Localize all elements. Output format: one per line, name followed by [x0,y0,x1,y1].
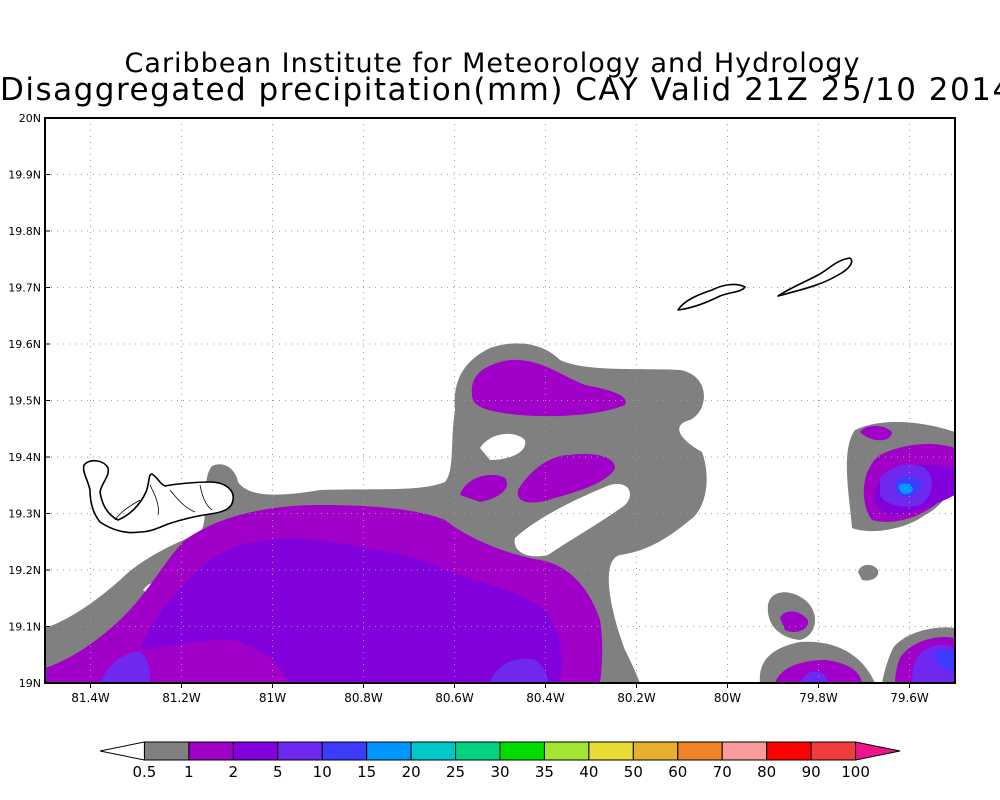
precip-purple-south-small [775,660,862,683]
precip-hole-2 [514,484,630,557]
chart-title-line-2: Disaggregated precipitation(mm) CAY Vali… [0,72,1000,108]
colorbar-label: 60 [668,763,687,781]
precip-purple-mid-2 [517,453,615,503]
x-tick-label: 81.4W [71,691,110,705]
colorbar-segment [855,741,901,761]
precip-blue-southeast [935,650,955,671]
colorbar-label: 2 [229,763,239,781]
colorbar-label: 30 [490,763,509,781]
island-grand-cayman-detail [114,484,213,521]
colorbar-segment [188,741,234,761]
colorbar-label: 70 [713,763,732,781]
precip-purple-east-top [860,426,892,441]
precip-purple-mid-1 [460,474,508,502]
precip-violet-main [140,538,562,683]
colorbar-segment [721,741,768,761]
colorbar-segment [232,741,279,761]
x-tick-label: 80.8W [344,691,383,705]
y-tick-label: 20N [19,112,41,125]
colorbar-label: 20 [402,763,421,781]
colorbar-label: 50 [624,763,643,781]
colorbar-segment [410,741,457,761]
y-tick-label: 19.2N [8,564,41,577]
precip-cyan-east [898,483,913,495]
x-tick-label: 79.8W [799,691,838,705]
islands [82,257,853,534]
y-tick-label: 19.3N [8,508,41,521]
x-tick-label: 80W [714,691,741,705]
x-tick-label: 80.2W [617,691,656,705]
colorbar-label: 0.5 [133,763,157,781]
x-tick-label: 79.6W [890,691,929,705]
y-tick-label: 19.8N [8,225,41,238]
colorbar-segment [321,741,368,761]
colorbar-segment [766,741,812,761]
y-axis-labels: 19N 19.1N 19.2N 19.3N 19.4N 19.5N 19.6N 19.7N 19… [8,112,50,690]
y-tick-label: 19.4N [8,451,41,464]
colorbar-label: 10 [313,763,332,781]
colorbar-segment [455,741,501,761]
colorbar-segment [499,741,545,761]
y-tick-label: 19N [19,677,41,690]
colorbar-segment [143,741,190,761]
island-little-cayman [677,283,746,311]
y-tick-label: 19.7N [8,282,41,295]
colorbar-label: 25 [446,763,465,781]
x-axis-labels: 81.4W 81.2W 81W 80.8W 80.6W 80.4W 80.2W 80W 79.8… [71,683,929,705]
x-tick-label: 80.4W [526,691,565,705]
precip-purple-north [471,359,626,417]
colorbar-label: 15 [357,763,376,781]
colorbar-segment [632,741,679,761]
chart-title-line-1: Caribbean Institute for Meteorology and … [124,48,861,79]
precip-indigo-small [800,671,828,683]
precip-hole-1 [480,433,526,460]
y-tick-label: 19.9N [8,169,41,182]
precip-indigo-southwest [100,651,151,683]
colorbar-segment [588,741,634,761]
colorbar-label: 100 [841,763,870,781]
colorbar-label: 80 [757,763,776,781]
x-tick-label: 81.2W [162,691,201,705]
island-grand-cayman [82,459,235,534]
x-tick-label: 80.6W [435,691,474,705]
colorbar: 0.5 1 2 5 10 15 20 25 30 35 40 50 60 70 80 90 100 [99,741,901,781]
colorbar-segment [99,741,145,761]
precip-indigo-south [490,658,548,683]
colorbar-label: 1 [184,763,194,781]
y-tick-label: 19.6N [8,338,41,351]
colorbar-label: 40 [579,763,598,781]
map-grid [45,117,955,684]
colorbar-segment [810,741,857,761]
colorbar-label: 35 [535,763,554,781]
colorbar-label: 5 [273,763,283,781]
precip-gray-fleck-2 [858,564,879,581]
colorbar-segment [277,741,323,761]
colorbar-segment [677,741,723,761]
colorbar-segment [543,741,590,761]
y-tick-label: 19.5N [8,395,41,408]
y-tick-label: 19.1N [8,621,41,634]
island-cayman-brac [777,257,853,297]
colorbar-label: 90 [802,763,821,781]
colorbar-segment [366,741,412,761]
x-tick-label: 81W [259,691,286,705]
